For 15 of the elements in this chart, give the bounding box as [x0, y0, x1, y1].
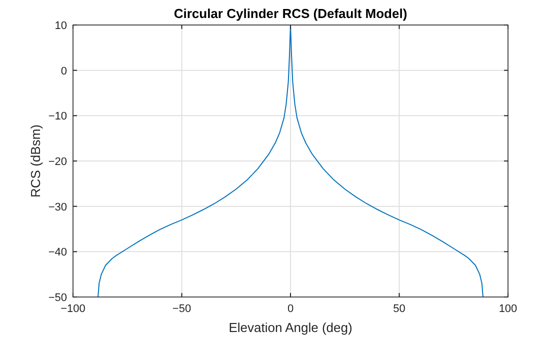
chart-title: Circular Cylinder RCS (Default Model) — [174, 6, 408, 21]
y-tick-label: 10 — [54, 20, 67, 32]
x-tick-label: 0 — [287, 303, 294, 315]
y-tick-label: 0 — [60, 65, 67, 78]
x-tick-label: −50 — [172, 303, 192, 315]
x-axis-title: Elevation Angle (deg) — [228, 320, 352, 335]
y-axis-title: RCS (dBsm) — [28, 124, 43, 198]
y-tick-label: −20 — [48, 156, 67, 168]
y-tick-label: −50 — [48, 292, 67, 304]
y-tick-label: −40 — [48, 246, 67, 259]
x-tick-label: −100 — [60, 303, 86, 315]
y-tick-label: −30 — [48, 201, 67, 214]
y-tick-label: −10 — [48, 110, 67, 123]
x-tick-label: 100 — [498, 303, 518, 315]
x-tick-label: 50 — [393, 303, 406, 315]
